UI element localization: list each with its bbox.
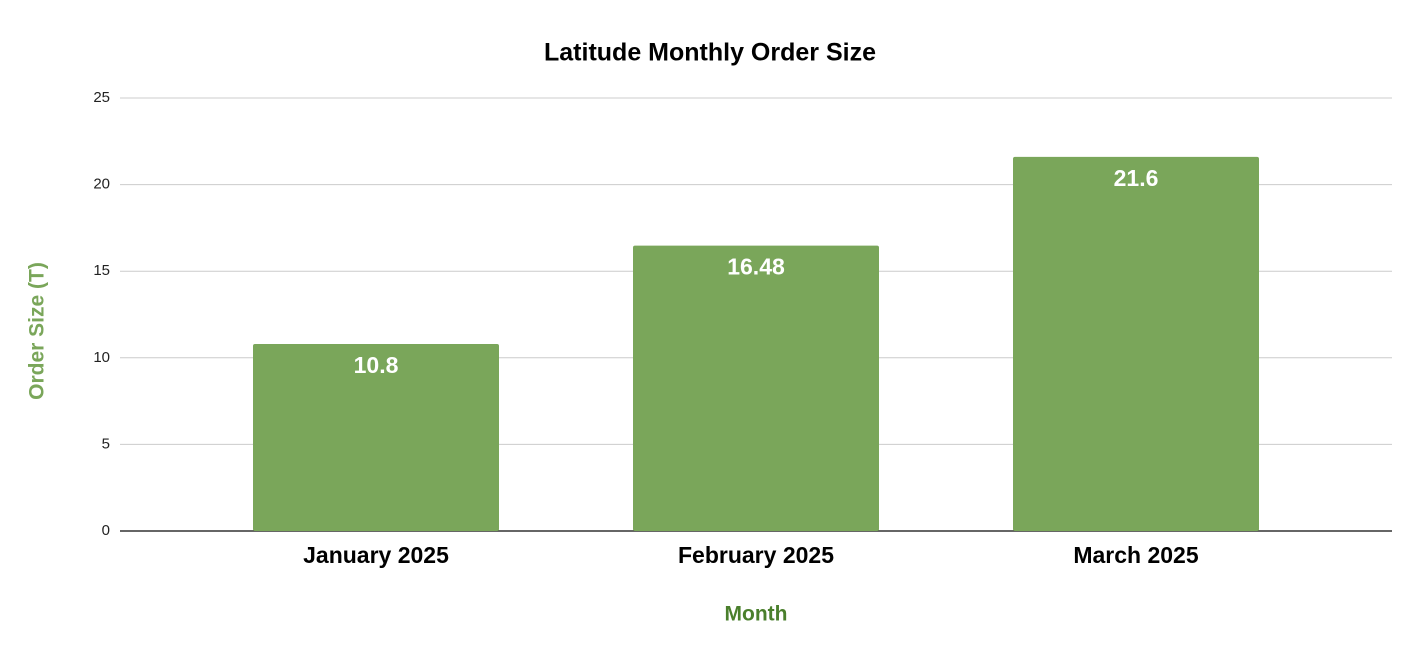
x-tick-label: January 2025: [303, 542, 449, 568]
x-axis-label: Month: [725, 603, 788, 626]
data-label: 21.6: [1114, 165, 1159, 191]
bar: [253, 343, 499, 531]
y-tick-label: 20: [93, 176, 110, 193]
x-tick-label: March 2025: [1073, 542, 1199, 568]
y-tick-label: 25: [93, 89, 110, 106]
x-tick-label: February 2025: [678, 542, 834, 568]
y-tick-label: 10: [93, 349, 110, 366]
y-tick-label: 15: [93, 262, 110, 279]
bar: [633, 245, 879, 531]
bar: [1013, 156, 1259, 531]
y-axis-label: Order Size (T): [26, 262, 49, 400]
y-tick-label: 5: [102, 435, 110, 452]
data-label: 16.48: [727, 254, 785, 280]
y-tick-label: 0: [102, 522, 110, 539]
chart-title: Latitude Monthly Order Size: [544, 39, 876, 67]
data-label: 10.8: [354, 352, 399, 378]
